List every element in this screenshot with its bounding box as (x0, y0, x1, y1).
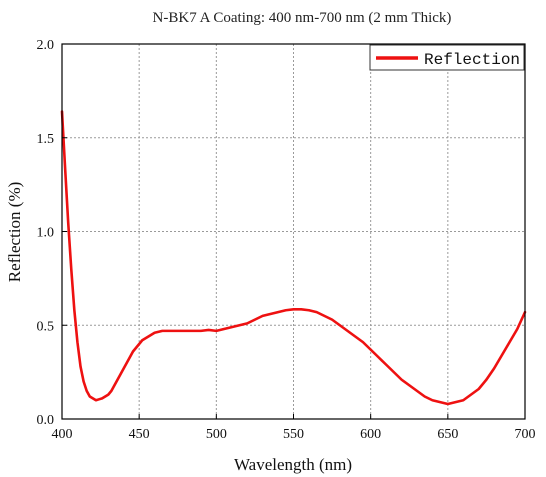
series-layer (60, 110, 527, 406)
x-tick-label-550: 550 (283, 427, 304, 442)
grid-layer (62, 44, 525, 419)
y-axis-label: Reflection (%) (5, 182, 24, 283)
axis-layer: 400 450 500 550 600 650 700 0.0 0.5 1.0 1.5 2.0 (37, 38, 536, 442)
series-line-reflection (60, 110, 527, 406)
x-tick-label-450: 450 (129, 427, 150, 442)
chart-title: N-BK7 A Coating: 400 nm-700 nm (2 mm Thi… (153, 10, 452, 26)
x-tick-label-700: 700 (515, 427, 536, 442)
x-tick-label-600: 600 (360, 427, 381, 442)
x-tick-label-500: 500 (206, 427, 227, 442)
x-tick-label-400: 400 (52, 427, 73, 442)
x-tick-label-650: 650 (437, 427, 458, 442)
legend-box (369, 44, 525, 71)
y-tick-label-0.5: 0.5 (37, 319, 55, 334)
y-tick-label-2: 2.0 (37, 38, 55, 53)
y-tick-label-1: 1.0 (37, 226, 55, 241)
y-tick-label-1.5: 1.5 (37, 132, 55, 147)
y-tick-label-0: 0.0 (37, 413, 55, 428)
x-axis-label: Wavelength (nm) (234, 455, 352, 474)
legend: Reflection (369, 44, 525, 71)
legend-label-reflection: Reflection (424, 51, 520, 69)
